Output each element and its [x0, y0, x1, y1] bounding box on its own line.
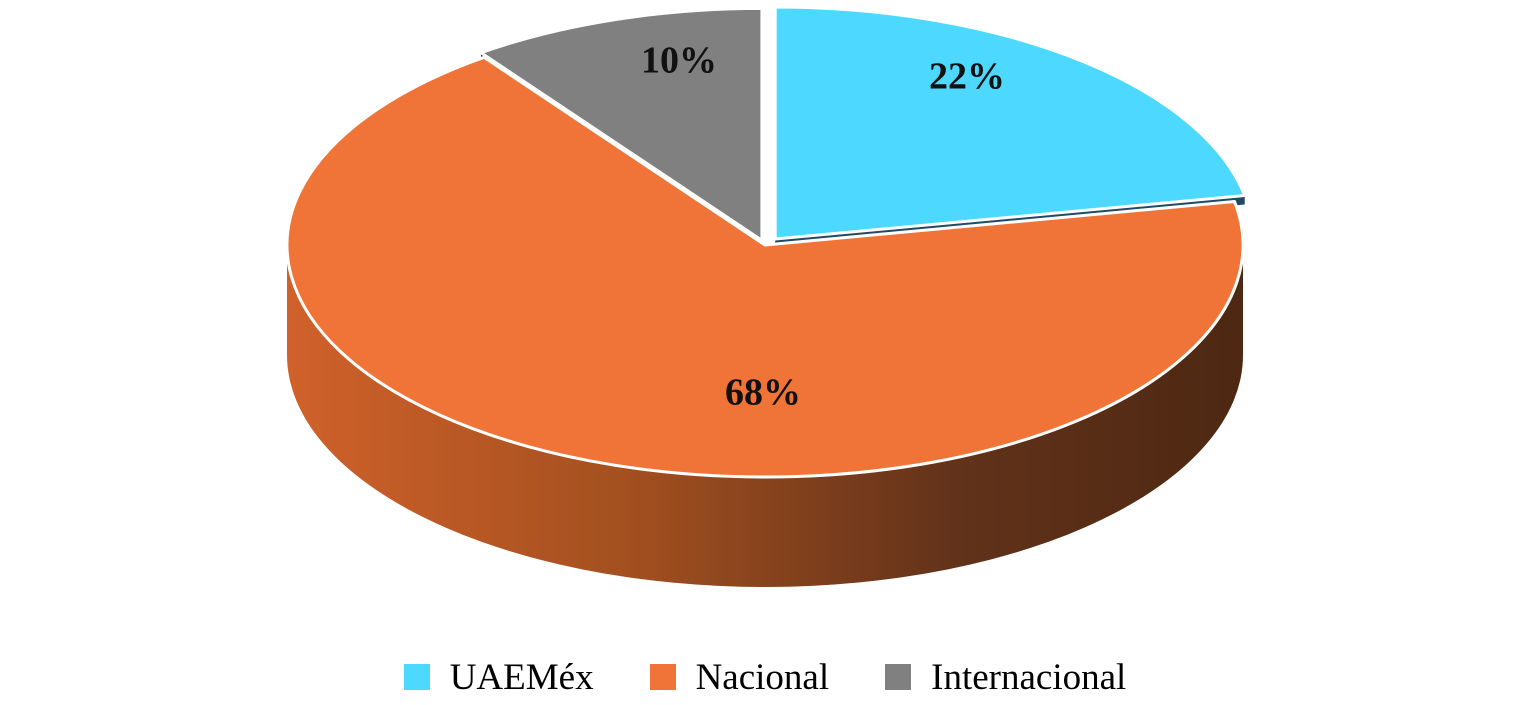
- data-label-internacional: 10%: [641, 40, 717, 82]
- legend: UAEMéx Nacional Internacional: [0, 652, 1530, 702]
- legend-swatch-nacional: [649, 664, 676, 690]
- legend-item-internacional: Internacional: [885, 656, 1126, 699]
- legend-label-uaem-x: UAEMéx: [449, 656, 594, 698]
- legend-label-internacional: Internacional: [931, 656, 1127, 698]
- data-label-nacional: 68%: [725, 372, 801, 414]
- pie-slice-internacional: [479, 6, 764, 242]
- data-label-uaem-x: 22%: [929, 56, 1005, 98]
- legend-swatch-internacional: [885, 664, 912, 690]
- pie-slice-nacional: [285, 55, 1245, 479]
- legend-label-nacional: Nacional: [695, 656, 830, 698]
- pie-slice-uaem-x: [773, 5, 1247, 241]
- pie-side-nacional: [287, 245, 1243, 587]
- legend-item-nacional: Nacional: [649, 656, 830, 699]
- legend-item-uaem-x: UAEMéx: [403, 656, 594, 699]
- legend-swatch-uaem-x: [403, 664, 430, 690]
